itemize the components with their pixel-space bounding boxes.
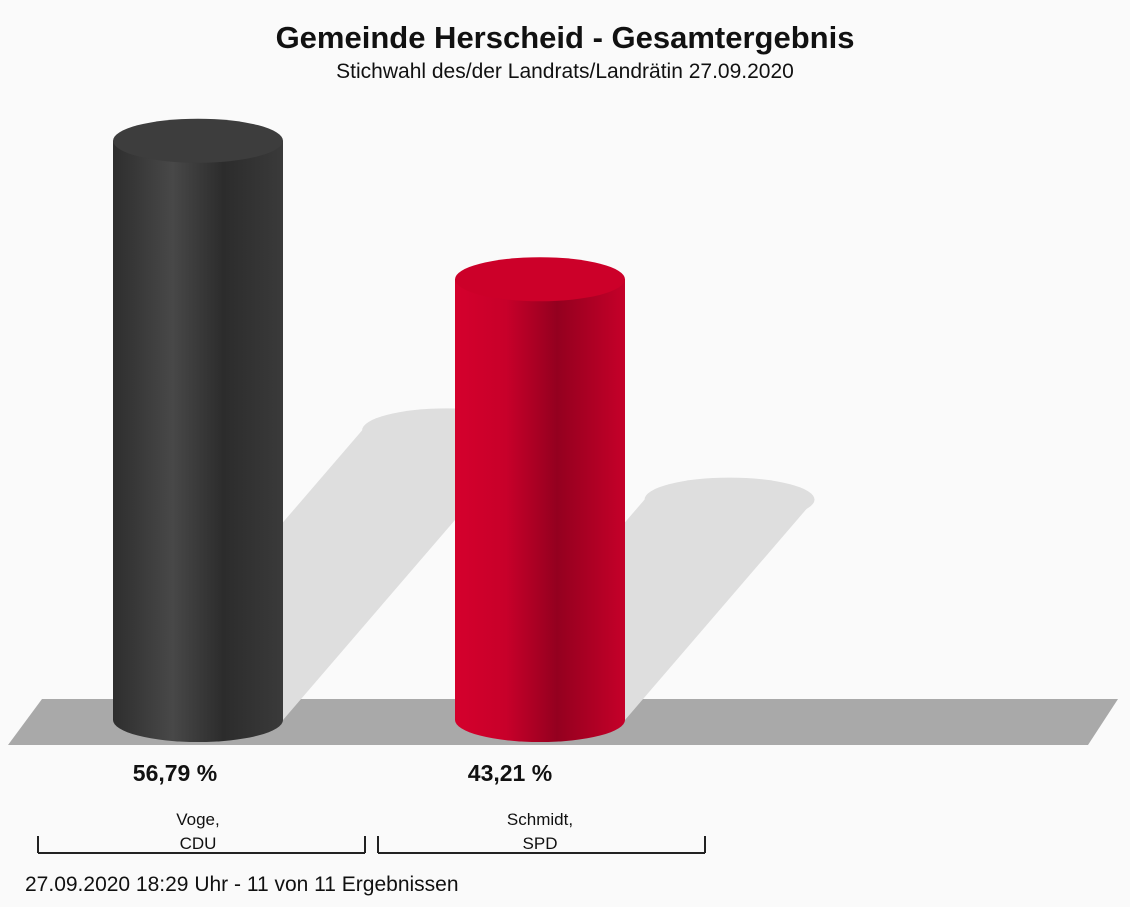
bar-top	[455, 257, 625, 302]
bar-body	[113, 140, 283, 720]
bar-bottom	[113, 698, 283, 742]
value-label: 43,21 %	[467, 760, 553, 786]
footer: 27.09.2020 18:29 Uhr - 11 von 11 Ergebni…	[25, 873, 459, 896]
chart-subtitle: Stichwahl des/der Landrats/Landrätin 27.…	[336, 60, 794, 83]
value-label: 56,79 %	[132, 760, 218, 786]
bar-top	[113, 118, 283, 163]
bar	[455, 257, 625, 742]
shadow	[644, 477, 815, 522]
chart-title: Gemeinde Herscheid - Gesamtergebnis	[275, 20, 855, 55]
x-tick-label: Schmidt, SPD	[506, 810, 574, 853]
bar-body	[455, 279, 625, 720]
bar	[113, 118, 283, 742]
bar-bottom	[455, 698, 625, 742]
x-tick-label: Voge, CDU	[176, 810, 220, 853]
